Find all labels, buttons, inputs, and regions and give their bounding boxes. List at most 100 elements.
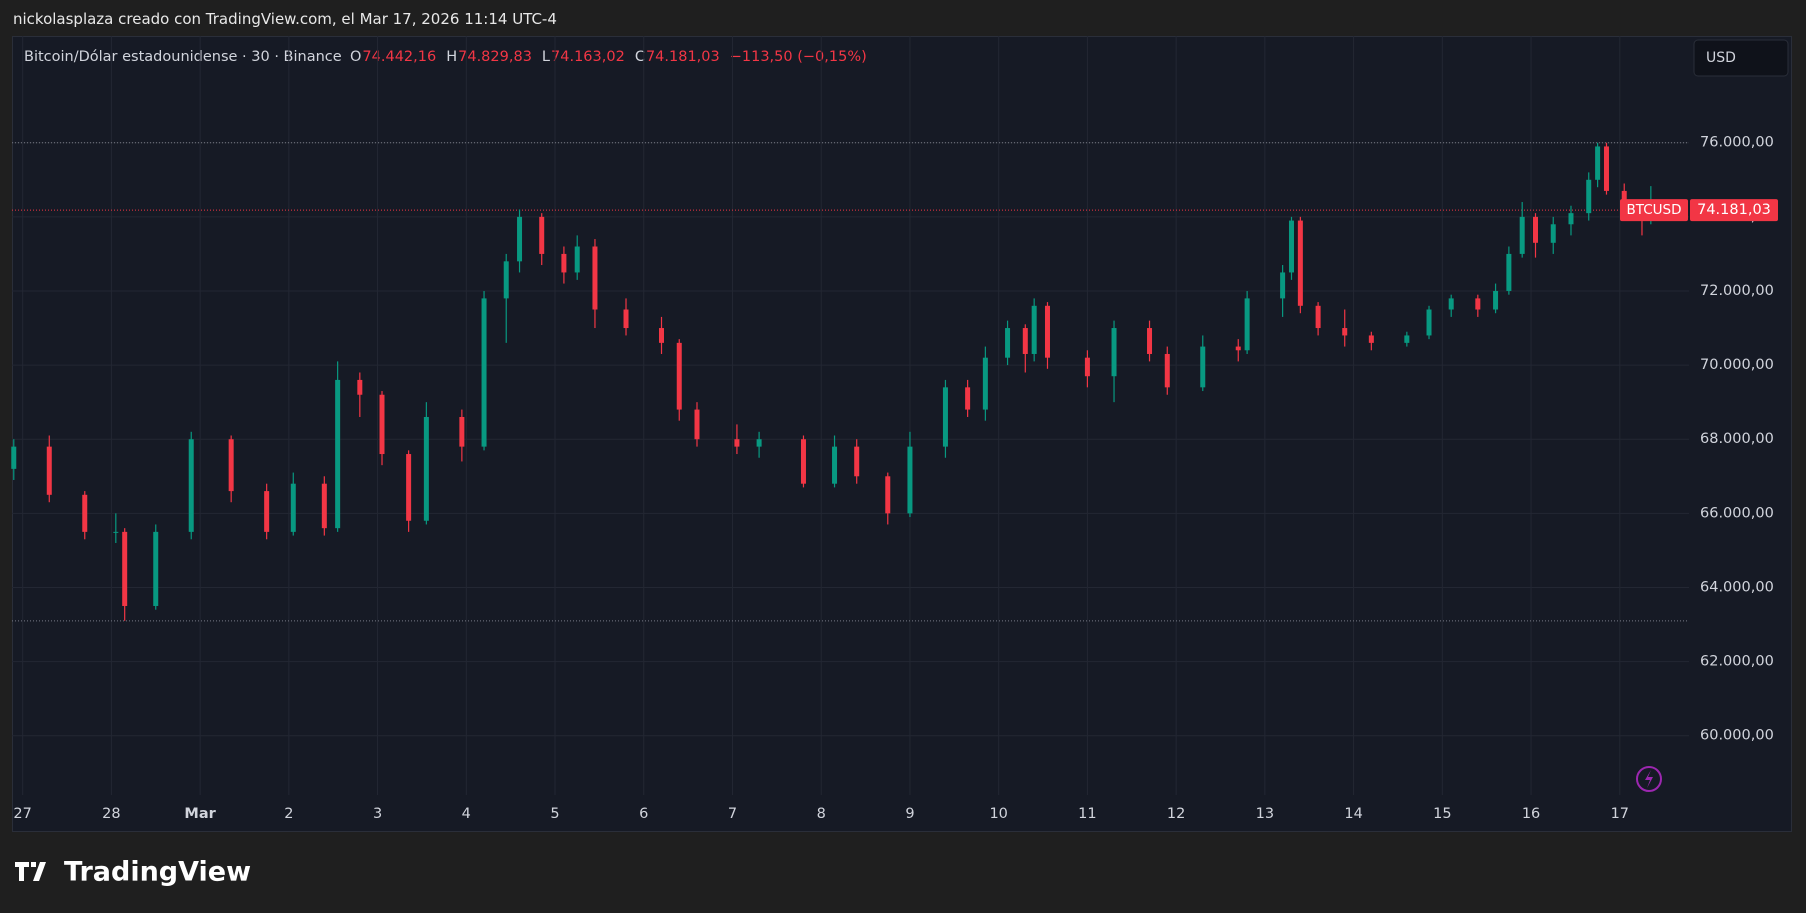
alert-bolt [1645, 770, 1653, 788]
x-tick-label: 28 [102, 806, 120, 822]
candle-body [885, 476, 891, 514]
candle-body [574, 246, 580, 273]
candle-body [335, 379, 341, 529]
candle-body [1506, 253, 1512, 291]
candle-body [406, 454, 412, 521]
candle-body [1280, 272, 1286, 299]
candle-body [1426, 309, 1432, 336]
candle-body [1111, 328, 1117, 377]
candle-body [1404, 335, 1410, 343]
x-tick-label: 15 [1433, 806, 1451, 822]
x-tick-label: 7 [728, 806, 737, 822]
ohlc-value: 74.442,16 [362, 49, 436, 65]
candle-body [153, 531, 159, 606]
ohlc-legend: O 74.442,16 H 74.829,83 L 74.163,02 C 74.181,03… [350, 49, 867, 65]
candle-body [623, 309, 629, 329]
candle-body [800, 439, 806, 484]
candle-body [1044, 305, 1050, 358]
ohlc-value: 74.181,03 [646, 49, 720, 65]
x-tick-label: 17 [1611, 806, 1629, 822]
ohlc-value: 74.829,83 [458, 49, 532, 65]
candle-body [1448, 298, 1454, 310]
currency-label[interactable]: USD [1706, 50, 1736, 66]
candle-body [1022, 328, 1028, 354]
candle-body [423, 416, 429, 521]
logo-mark [15, 862, 46, 881]
candle-body [734, 439, 740, 447]
y-tick-label: 60.000,00 [1700, 728, 1774, 744]
candle-body [1475, 298, 1481, 310]
candle-body [1550, 224, 1556, 243]
candle-body [517, 216, 523, 262]
candle-body [379, 394, 385, 455]
candle-body [1084, 357, 1090, 377]
x-tick-label: 9 [905, 806, 914, 822]
candle-body [1147, 328, 1153, 354]
candle-body [122, 531, 128, 606]
y-tick-label: 70.000,00 [1700, 357, 1774, 373]
candle-body [1595, 146, 1601, 180]
candle-body [11, 446, 17, 469]
plot-area [11, 36, 1689, 795]
currency-button[interactable] [1693, 39, 1789, 77]
candle-body [1164, 353, 1170, 388]
candle-body [357, 379, 363, 395]
x-tick-label: 10 [989, 806, 1007, 822]
candle-body [539, 216, 545, 254]
price-badge-text: 74.181,03 [1697, 202, 1771, 218]
candle-body [1288, 220, 1294, 273]
symbol-badge-text: BTCUSD [1627, 202, 1682, 218]
x-tick-label: 3 [373, 806, 382, 822]
ohlc-key: L [542, 49, 550, 65]
candle-body [290, 483, 296, 532]
candle-body [1368, 335, 1374, 343]
header: nickolasplaza creado con TradingView.com… [13, 10, 557, 28]
candle-body [1519, 216, 1525, 254]
candle-body [832, 446, 838, 484]
chart-pane [12, 36, 1792, 832]
candle-body [459, 416, 465, 447]
candle-body [1200, 346, 1206, 388]
candle-body [188, 439, 194, 532]
candle-body [1297, 220, 1303, 306]
candle-body [756, 439, 762, 447]
change: −113,50 (−0,15%) [730, 49, 867, 65]
candle-body [965, 387, 971, 410]
candle-body [1342, 328, 1348, 336]
candle-body [1603, 146, 1609, 191]
symbol-badge [1620, 199, 1688, 222]
ohlc-key: H [446, 49, 457, 65]
x-tick-label: 6 [639, 806, 648, 822]
candle-body [1568, 213, 1574, 225]
candle-body [676, 342, 682, 410]
symbol-title: Bitcoin/Dólar estadounidense · 30 · Bina… [24, 49, 342, 65]
candle-body [1031, 305, 1037, 354]
logo: TradingView [15, 857, 251, 888]
candle-body [113, 531, 119, 533]
candle-body [982, 357, 988, 410]
candle-body [659, 328, 665, 343]
y-tick-label: 64.000,00 [1700, 579, 1774, 595]
candle-body [321, 483, 327, 529]
candle-body [694, 409, 700, 440]
x-tick-label: 4 [462, 806, 471, 822]
candle-body [1244, 298, 1250, 351]
x-tick-label: 27 [13, 806, 31, 822]
candle-body [561, 253, 567, 273]
y-tick-label: 72.000,00 [1700, 283, 1774, 299]
alert-icon[interactable] [1636, 766, 1662, 792]
candle-body [854, 446, 860, 477]
candle-body [1315, 305, 1321, 329]
price-badge [1690, 199, 1778, 222]
candle-body [1235, 346, 1241, 351]
candle-body [503, 261, 509, 299]
x-tick-label: 2 [284, 806, 293, 822]
candle-body [46, 446, 52, 495]
candle-body [942, 387, 948, 447]
candle-body [264, 491, 270, 532]
candle-body [1005, 328, 1011, 358]
x-tick-label: 13 [1256, 806, 1274, 822]
candle-body [481, 298, 487, 447]
